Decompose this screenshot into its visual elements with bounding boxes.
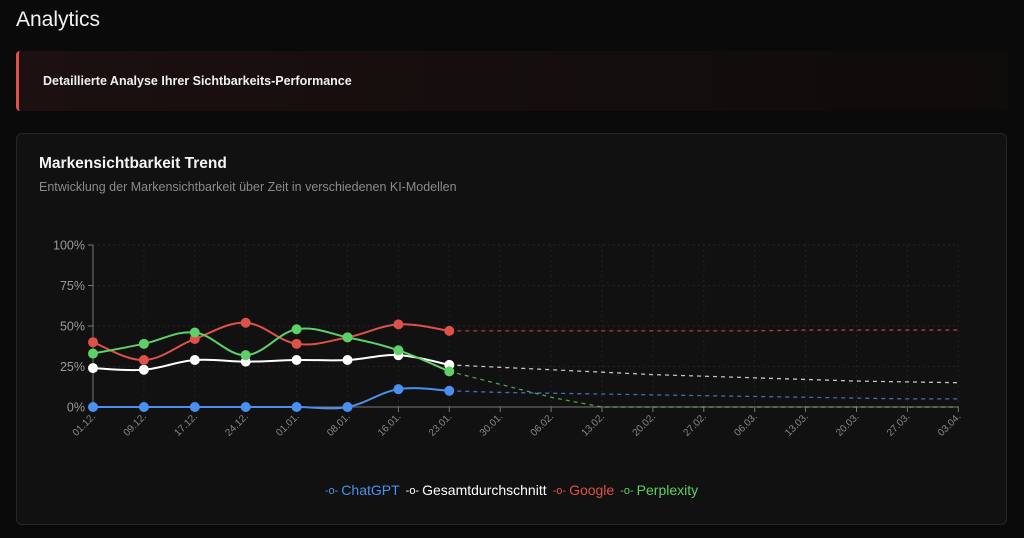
- card-title: Markensichtbarkeit Trend: [39, 155, 227, 172]
- y-tick-label: 0%: [67, 401, 85, 415]
- legend-label: Google: [569, 482, 615, 498]
- data-point-chatgpt: [393, 384, 404, 395]
- forecast-line-google: [449, 329, 959, 332]
- data-point-perplexity: [444, 366, 455, 377]
- x-tick-label: 27.03.: [885, 411, 912, 438]
- data-point-gesamtdurchschnitt: [88, 363, 98, 374]
- x-tick-label: 09.12.: [122, 411, 149, 438]
- data-point-perplexity: [240, 350, 251, 361]
- x-tick-label: 27.02.: [681, 411, 708, 438]
- legend-line-icon: -o-: [405, 485, 420, 497]
- card-subtitle: Entwicklung der Markensichtbarkeit über …: [39, 180, 457, 194]
- data-point-perplexity: [138, 338, 149, 349]
- data-point-chatgpt: [138, 402, 149, 412]
- legend-label: Perplexity: [636, 482, 699, 498]
- x-tick-label: 23.01.: [427, 411, 454, 438]
- legend-label: ChatGPT: [341, 482, 400, 498]
- x-tick-label: 08.01.: [325, 411, 352, 438]
- chart-legend: -o- ChatGPT -o- Gesamtdurchschnitt -o- Google…: [17, 482, 1006, 498]
- data-point-gesamtdurchschnitt: [138, 364, 149, 375]
- x-tick-label: 13.03.: [783, 411, 810, 438]
- data-point-gesamtdurchschnitt: [291, 355, 302, 366]
- x-tick-label: 20.03.: [834, 411, 861, 438]
- forecast-line-chatgpt: [449, 390, 959, 400]
- data-point-chatgpt: [189, 402, 200, 412]
- x-tick-label: 17.12.: [172, 411, 199, 438]
- y-tick-label: 75%: [60, 279, 85, 293]
- y-tick-label: 25%: [60, 360, 85, 374]
- data-point-gesamtdurchschnitt: [189, 355, 200, 366]
- data-point-chatgpt: [240, 402, 251, 412]
- data-point-perplexity: [291, 324, 302, 335]
- data-point-chatgpt: [291, 402, 302, 412]
- x-tick-label: 03.04.: [936, 411, 963, 438]
- data-point-chatgpt: [444, 385, 455, 396]
- data-point-perplexity: [88, 348, 98, 359]
- forecast-line-gesamtdurchschnitt: [449, 364, 959, 384]
- page-title: Analytics: [16, 8, 101, 31]
- legend-item-google[interactable]: -o- Google: [553, 482, 615, 498]
- legend-line-icon: -o-: [324, 485, 339, 497]
- legend-item-chatgpt[interactable]: -o- ChatGPT: [325, 482, 400, 498]
- trend-chart: 0% 25% 50% 75% 100% 01.12. 09.12. 17.12. 24.12. 0…: [53, 239, 963, 439]
- y-tick-label: 50%: [60, 320, 85, 334]
- data-point-google: [444, 325, 455, 336]
- x-tick-label: 20.02.: [631, 411, 658, 438]
- data-point-google: [138, 355, 149, 366]
- x-tick-label: 13.02.: [580, 411, 607, 438]
- legend-line-icon: -o-: [620, 485, 634, 497]
- data-point-google: [88, 337, 98, 348]
- legend-item-perplexity[interactable]: -o- Perplexity: [620, 482, 698, 498]
- x-tick-label: 16.01.: [376, 411, 403, 438]
- data-point-perplexity: [342, 332, 353, 343]
- legend-item-gesamtdurchschnitt[interactable]: -o- Gesamtdurchschnitt: [406, 482, 547, 498]
- banner-text: Detaillierte Analyse Ihrer Sichtbarkeits…: [43, 74, 352, 88]
- data-point-perplexity: [393, 345, 404, 356]
- data-point-google: [291, 338, 302, 349]
- forecast-line-perplexity: [449, 370, 959, 408]
- x-tick-label: 06.02.: [529, 411, 556, 438]
- data-point-chatgpt: [88, 402, 98, 412]
- x-tick-label: 01.12.: [71, 411, 98, 438]
- data-point-google: [393, 319, 404, 330]
- y-tick-label: 100%: [53, 239, 85, 253]
- trend-card: Markensichtbarkeit Trend Entwicklung der…: [16, 133, 1007, 525]
- info-banner: Detaillierte Analyse Ihrer Sichtbarkeits…: [16, 51, 1008, 111]
- data-point-google: [240, 317, 251, 328]
- data-point-gesamtdurchschnitt: [342, 355, 353, 366]
- x-tick-label: 06.03.: [732, 411, 759, 438]
- legend-label: Gesamtdurchschnitt: [422, 482, 547, 498]
- x-tick-label: 01.01.: [274, 411, 301, 438]
- data-point-chatgpt: [342, 402, 353, 412]
- data-point-perplexity: [189, 327, 200, 338]
- x-tick-label: 30.01.: [478, 411, 505, 438]
- x-tick-label: 24.12.: [223, 411, 250, 438]
- legend-line-icon: -o-: [552, 485, 567, 497]
